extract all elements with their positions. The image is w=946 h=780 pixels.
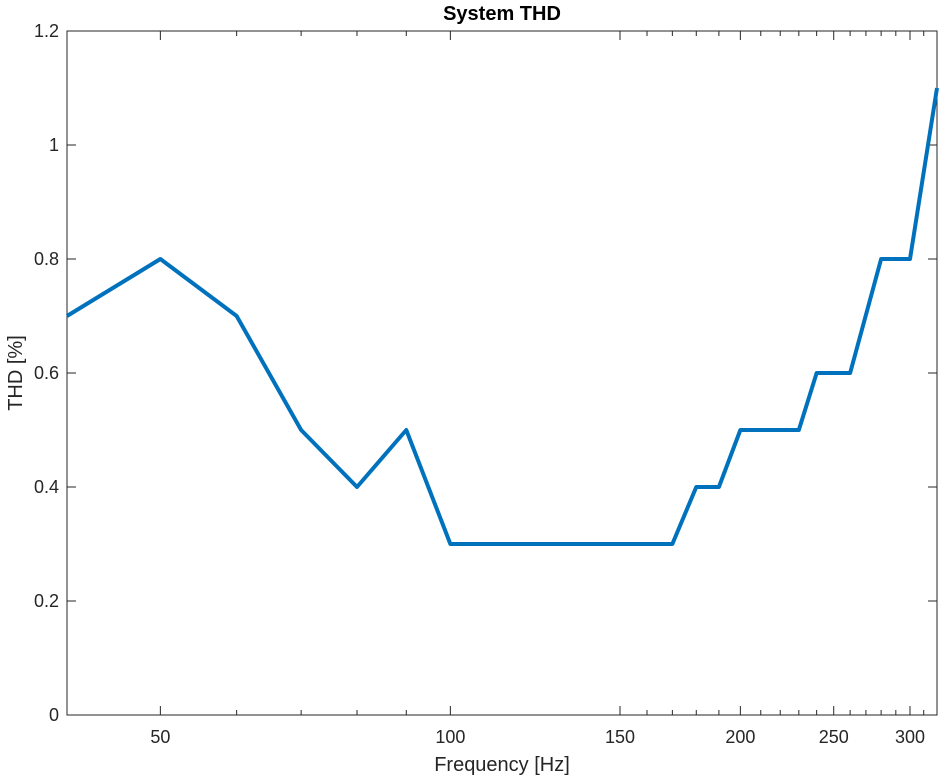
y-tick-label: 0	[49, 705, 59, 725]
chart-title: System THD	[443, 3, 561, 25]
x-tick-label: 50	[150, 727, 170, 747]
y-tick-label: 0.8	[34, 249, 59, 269]
y-axis: 0 0.2 0.4 0.6 0.8 1 1.2	[34, 21, 937, 725]
x-tick-label: 200	[725, 727, 755, 747]
plot-area	[66, 30, 938, 716]
x-axis-label: Frequency [Hz]	[434, 754, 570, 776]
x-tick-label: 300	[895, 727, 925, 747]
y-tick-label: 0.2	[34, 591, 59, 611]
y-tick-label: 1	[49, 135, 59, 155]
y-axis-label: THD [%]	[5, 335, 27, 411]
y-tick-label: 0.6	[34, 363, 59, 383]
x-tick-label: 150	[605, 727, 635, 747]
x-axis: 50 100 150 200 250 300	[150, 31, 938, 747]
x-tick-label: 250	[819, 727, 849, 747]
y-tick-label: 0.4	[34, 477, 59, 497]
x-tick-label: 100	[435, 727, 465, 747]
y-tick-label: 1.2	[34, 21, 59, 41]
thd-series-line	[65, 87, 939, 546]
series-layer	[65, 87, 939, 546]
